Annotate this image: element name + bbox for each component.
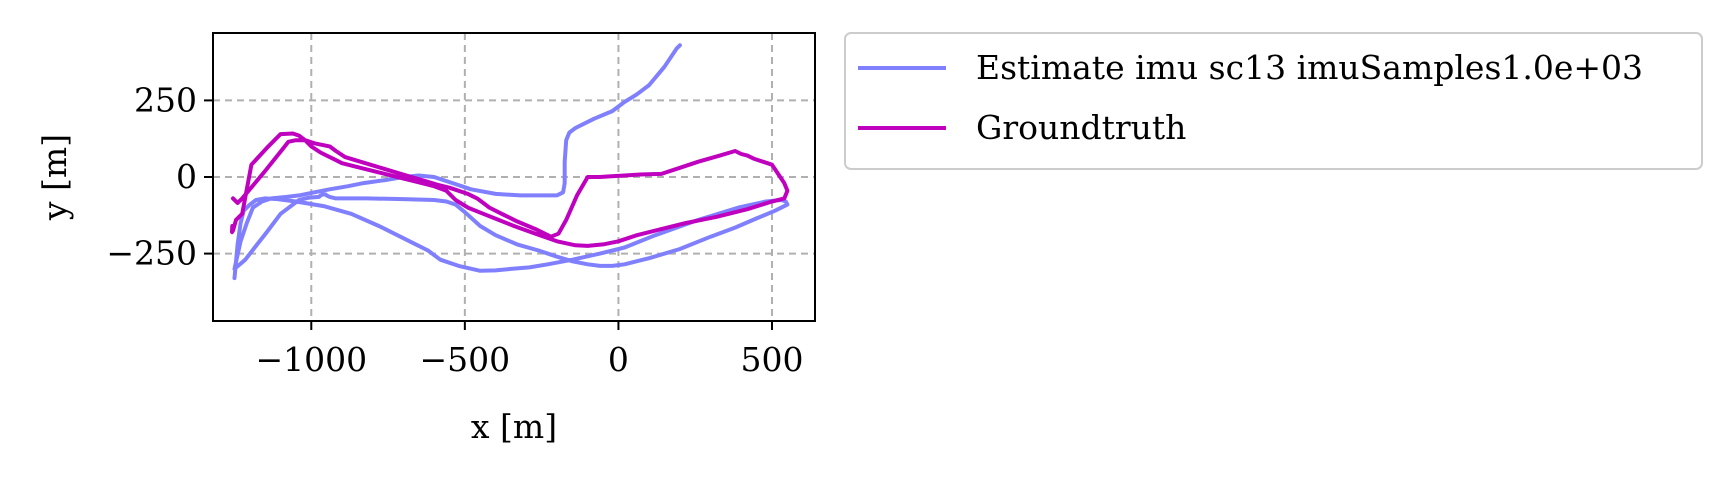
series-line-groundtruth	[230, 131, 790, 248]
x-tick-label: 0	[608, 340, 629, 379]
y-tick-label: 0	[176, 157, 197, 196]
x-tick-label: −1000	[255, 340, 367, 379]
y-axis-label: y [m]	[35, 134, 74, 221]
legend-label-estimate: Estimate imu sc13 imuSamples1.0e+03	[976, 48, 1643, 87]
series-line-estimate	[232, 43, 790, 281]
x-tick-label: 500	[741, 340, 804, 379]
legend-label-groundtruth: Groundtruth	[976, 108, 1186, 147]
legend-frame	[844, 32, 1703, 170]
series-lines	[230, 43, 790, 281]
legend: Estimate imu sc13 imuSamples1.0e+03 Groun…	[844, 32, 1703, 170]
x-axis-label: x [m]	[471, 407, 557, 446]
axis-ticks: −1000 −500 0 500 −250 0 250	[106, 80, 803, 379]
grid-lines	[213, 33, 815, 321]
x-tick-label: −500	[420, 340, 511, 379]
y-tick-label: 250	[134, 80, 197, 119]
y-tick-label: −250	[106, 234, 197, 273]
